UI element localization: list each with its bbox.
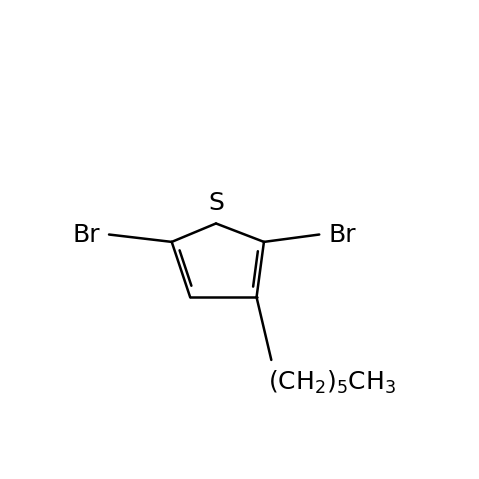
- Text: Br: Br: [72, 223, 100, 247]
- Text: S: S: [208, 191, 224, 215]
- Text: Br: Br: [329, 223, 356, 247]
- Text: (CH$_2$)$_5$CH$_3$: (CH$_2$)$_5$CH$_3$: [268, 369, 396, 396]
